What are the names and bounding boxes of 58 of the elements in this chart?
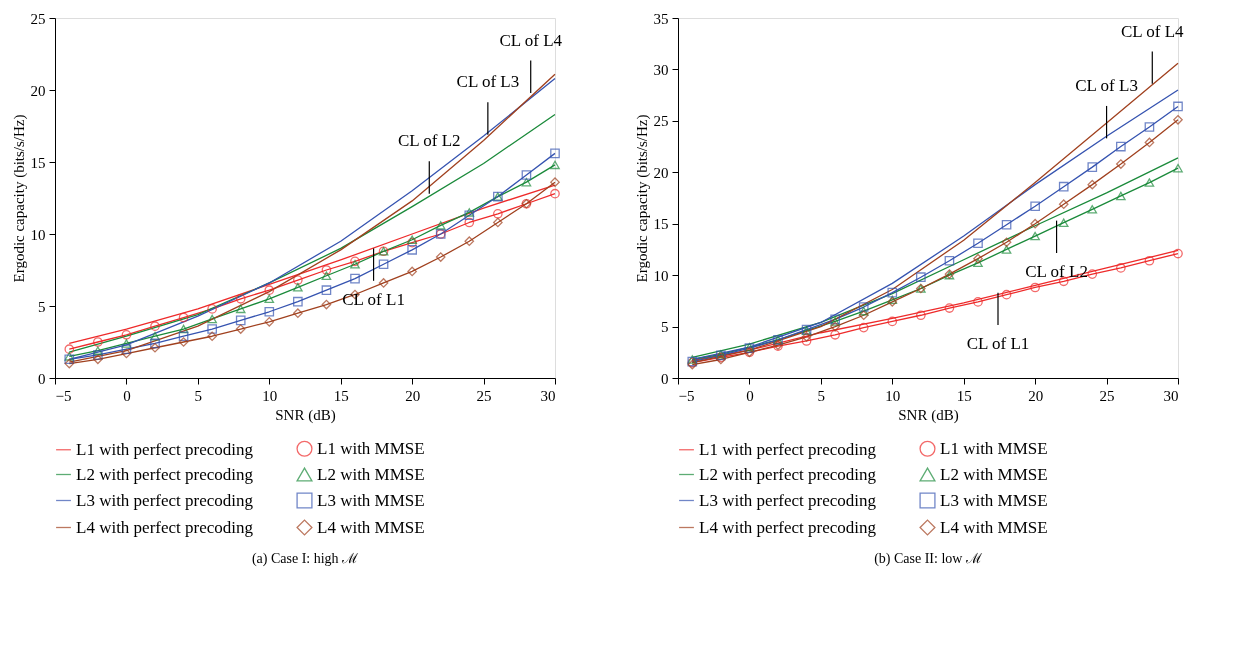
x-tick-label: −5 (55, 387, 72, 404)
legend-label: L2 with perfect precoding (699, 464, 877, 484)
y-tick-label: 25 (30, 10, 46, 27)
y-axis-title: Ergodic capacity (bits/s/Hz) (633, 114, 651, 283)
text: (b) Case II: low ℳ (874, 551, 983, 567)
y-tick-label: 5 (661, 319, 669, 336)
x-tick-label: 10 (885, 387, 901, 404)
x-tick-label: 0 (123, 387, 131, 404)
y-tick-label: 5 (38, 298, 46, 315)
x-tick-label: 0 (746, 387, 754, 404)
legend-label: L4 with perfect precoding (699, 517, 877, 537)
legend-label: L1 with MMSE (317, 438, 425, 458)
x-tick-label: −5 (678, 387, 695, 404)
legend-label: L4 with MMSE (317, 517, 425, 537)
x-tick-label: 15 (956, 387, 972, 404)
annotation: CL of L4 (1120, 21, 1185, 41)
x-tick-label: 5 (194, 387, 203, 404)
y-tick-label: 25 (653, 113, 669, 130)
y-axis-title: Ergodic capacity (bits/s/Hz) (10, 114, 28, 283)
annotation: CL of L4 (499, 30, 563, 50)
x-tick-label: 25 (1099, 387, 1115, 404)
y-tick-label: 35 (653, 10, 669, 27)
x-tick-label: 5 (817, 387, 826, 404)
y-tick-label: 20 (653, 164, 669, 181)
legend-label: L4 with MMSE (940, 517, 1048, 537)
x-tick-label: 25 (476, 387, 492, 404)
y-tick-label: 0 (661, 370, 669, 387)
x-tick-label: 15 (333, 387, 349, 404)
x-axis-title: SNR (dB) (898, 406, 959, 424)
x-tick-label: 30 (1163, 387, 1179, 404)
legend-label: L3 with MMSE (940, 490, 1048, 510)
annotation: CL of L3 (456, 72, 520, 92)
y-tick-label: 10 (30, 226, 46, 243)
legend-label: L3 with MMSE (317, 490, 425, 510)
text: (a) Case I: high ℳ (251, 551, 360, 567)
legend-label: L2 with perfect precoding (76, 464, 254, 484)
x-tick-label: 20 (1028, 387, 1044, 404)
y-tick-label: 30 (653, 61, 669, 78)
x-tick-label: 20 (405, 387, 421, 404)
legend-label: L2 with MMSE (317, 464, 425, 484)
x-axis-title: SNR (dB) (275, 406, 336, 424)
y-tick-label: 10 (653, 267, 669, 284)
legend-label: L1 with perfect precoding (76, 439, 254, 459)
legend-label: L4 with perfect precoding (76, 517, 254, 537)
annotation: CL of L1 (966, 333, 1030, 353)
y-tick-label: 15 (30, 154, 46, 171)
legend-label: L2 with MMSE (940, 464, 1048, 484)
annotation: CL of L3 (1075, 76, 1138, 96)
legend-label: L3 with perfect precoding (76, 490, 254, 510)
y-tick-label: 0 (38, 370, 46, 387)
y-tick-label: 20 (30, 82, 46, 99)
annotation: CL of L2 (397, 131, 461, 151)
legend-label: L1 with perfect precoding (699, 439, 877, 459)
x-tick-label: 10 (262, 387, 278, 404)
x-tick-label: 30 (540, 387, 556, 404)
y-tick-label: 15 (653, 216, 669, 233)
legend-label: L3 with perfect precoding (699, 490, 877, 510)
legend-label: L1 with MMSE (940, 438, 1048, 458)
